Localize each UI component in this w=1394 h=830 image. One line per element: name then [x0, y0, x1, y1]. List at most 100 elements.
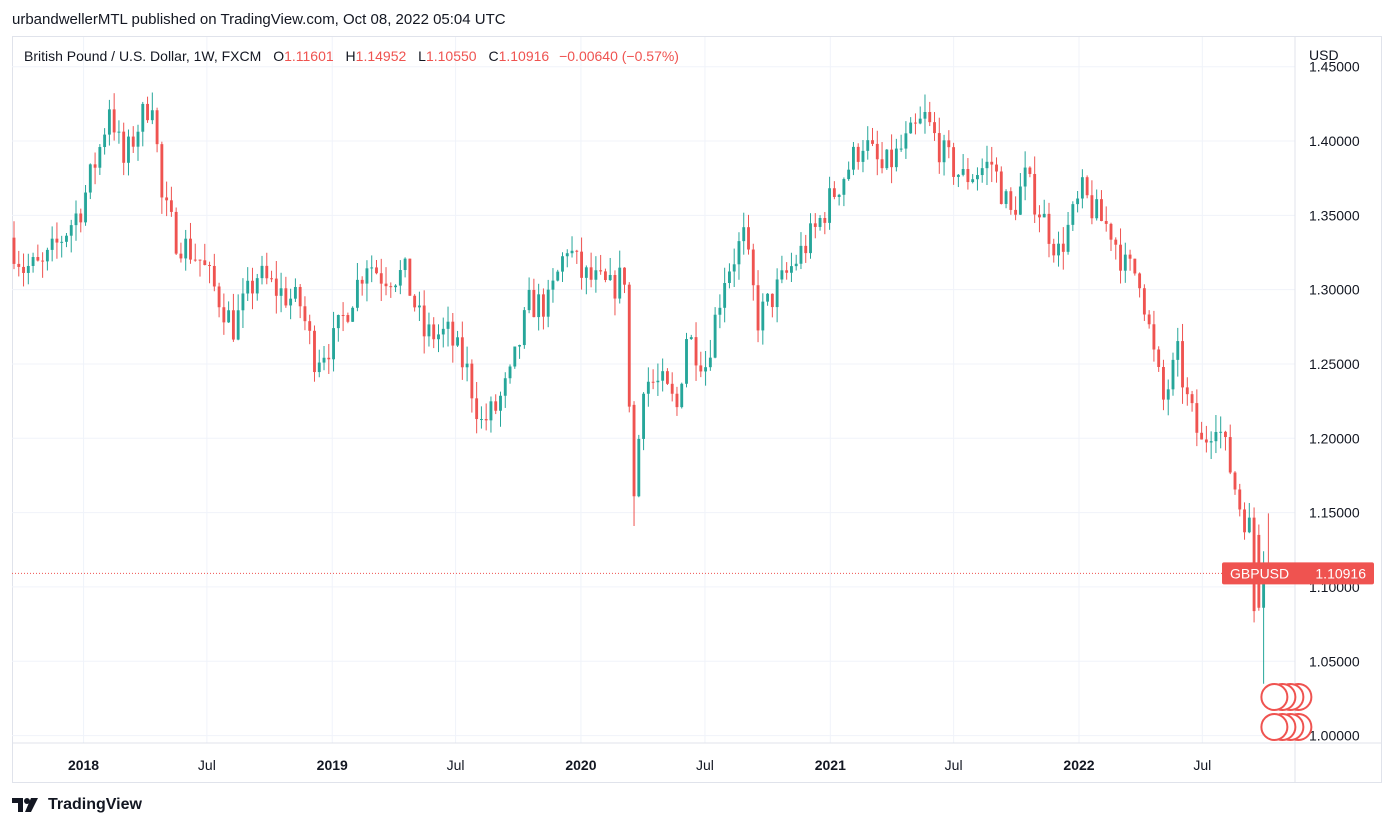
candle-body [842, 179, 846, 195]
candle-body [804, 245, 808, 254]
candle-body [193, 259, 197, 261]
open-label: O [273, 48, 285, 64]
candle-body [475, 398, 479, 420]
candle-body [208, 265, 211, 267]
candle-body [1185, 387, 1189, 395]
candle-body [999, 171, 1003, 204]
candle-body [699, 365, 703, 372]
x-tick-label: 2022 [1063, 757, 1094, 773]
x-tick-label: Jul [1193, 757, 1211, 773]
candle-body [866, 140, 870, 151]
candle-body [847, 169, 851, 180]
candle-body [265, 265, 269, 279]
open-value: 1.11601 [284, 48, 334, 64]
candle-body [1009, 191, 1013, 210]
candle-body [441, 328, 445, 335]
candle-body [55, 238, 59, 243]
candle-body [446, 321, 450, 329]
candle-body [1014, 209, 1018, 215]
candle-body [952, 147, 956, 177]
x-tick-label: Jul [945, 757, 963, 773]
y-tick-label: 1.40000 [1309, 133, 1360, 149]
candle-body [470, 363, 474, 399]
change-value: −0.00640 (−0.57%) [559, 48, 679, 64]
candle-body [813, 223, 817, 227]
candle-body [174, 211, 178, 254]
candle-body [1247, 517, 1251, 533]
candle-body [17, 263, 21, 267]
y-tick-label: 1.20000 [1309, 430, 1360, 446]
candle-body [494, 401, 498, 411]
candle-body [980, 168, 984, 176]
x-tick-label: Jul [696, 757, 714, 773]
candle-body [532, 289, 536, 318]
candle-body [1023, 167, 1027, 187]
candle-body [928, 112, 932, 123]
candle-body [284, 288, 288, 306]
candle-body [670, 383, 674, 394]
candle-body [503, 378, 507, 396]
candle-body [293, 286, 297, 299]
candle-body [1243, 509, 1246, 533]
candle-body [551, 280, 555, 290]
candle-body [508, 366, 512, 379]
footer[interactable]: TradingView [12, 796, 142, 814]
price-tag-bg [1222, 562, 1374, 585]
candle-body [84, 192, 87, 223]
candle-body [899, 148, 903, 150]
candle-body [708, 357, 712, 368]
candle-body [675, 393, 679, 408]
candle-body [584, 267, 588, 278]
candle-body [370, 267, 374, 269]
candle-body [69, 225, 73, 236]
candle-body [389, 286, 393, 288]
candle-body [894, 148, 898, 168]
candle-body [465, 363, 469, 368]
candle-body [661, 371, 665, 381]
candle-body [212, 265, 216, 287]
candle-body [852, 146, 855, 170]
y-tick-label: 1.25000 [1309, 356, 1360, 372]
x-tick-label: 2020 [565, 757, 596, 773]
candle-body [222, 307, 226, 323]
candle-body [93, 164, 97, 168]
candle-body [365, 268, 369, 284]
close-label: C [488, 48, 499, 64]
candle-body [479, 419, 483, 421]
candle-body [417, 305, 421, 308]
y-tick-label: 1.00000 [1309, 728, 1360, 744]
price-axis[interactable]: 1.45000 1.40000 1.35000 1.30000 1.25000 1.200… [1294, 37, 1360, 782]
candle-body [317, 362, 321, 373]
candle-body [122, 131, 126, 163]
candle-body [112, 109, 116, 133]
high-value: 1.14952 [355, 48, 407, 64]
candle-body [799, 245, 803, 264]
candle-body [966, 169, 970, 183]
time-axis[interactable]: 2018 Jul 2019 Jul 2020 Jul 2021 Jul 2022 Jul [12, 742, 1382, 773]
candle-body [561, 256, 564, 272]
candle-body [918, 118, 922, 124]
candle-body [1052, 243, 1056, 256]
candle-body [394, 285, 397, 288]
y-tick-label: 1.30000 [1309, 282, 1360, 298]
candle-body [413, 295, 417, 308]
candle-body [489, 401, 493, 421]
candle-body [169, 200, 173, 212]
candle-body [642, 393, 646, 439]
candle-body [995, 164, 998, 172]
candle-body [22, 266, 25, 273]
candle-body [375, 267, 378, 274]
candle-body [613, 275, 617, 299]
candle-body [942, 140, 946, 163]
candle-body [875, 143, 879, 160]
candle-body [603, 271, 607, 281]
candle-body [871, 140, 874, 144]
candle-body [60, 241, 64, 243]
candle-body [718, 307, 722, 315]
candle-body [236, 310, 240, 340]
candle-body [594, 270, 598, 280]
candle-body [79, 213, 83, 223]
candle-body [914, 122, 917, 124]
candle-body [627, 284, 631, 407]
